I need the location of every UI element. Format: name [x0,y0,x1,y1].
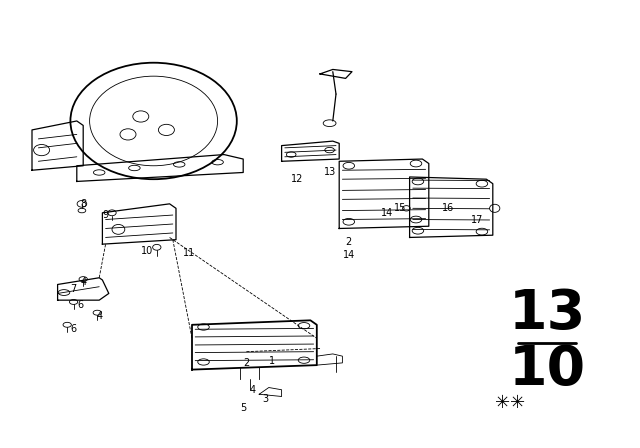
Text: 14: 14 [381,208,394,218]
Text: 8: 8 [80,199,86,209]
Text: 10: 10 [509,343,586,396]
Text: 15: 15 [394,203,406,213]
Text: 13: 13 [323,168,336,177]
Text: 14: 14 [342,250,355,260]
Text: 2: 2 [243,358,250,368]
Text: 7: 7 [70,284,77,294]
Text: 9: 9 [102,210,109,220]
Text: 1: 1 [269,356,275,366]
Text: 2: 2 [346,237,352,247]
Text: 6: 6 [70,324,77,334]
Text: 11: 11 [182,248,195,258]
Text: 10: 10 [141,246,154,256]
Text: 13: 13 [509,287,586,340]
Text: ✳: ✳ [495,394,510,412]
Text: 12: 12 [291,174,304,184]
Text: 4: 4 [96,311,102,321]
Text: 3: 3 [262,394,269,404]
Text: 4: 4 [250,385,256,395]
Text: 16: 16 [442,203,454,213]
Text: ✳: ✳ [509,394,525,412]
Text: 4: 4 [80,277,86,287]
Text: 17: 17 [470,215,483,224]
Text: 6: 6 [77,300,83,310]
Text: 5: 5 [240,403,246,413]
